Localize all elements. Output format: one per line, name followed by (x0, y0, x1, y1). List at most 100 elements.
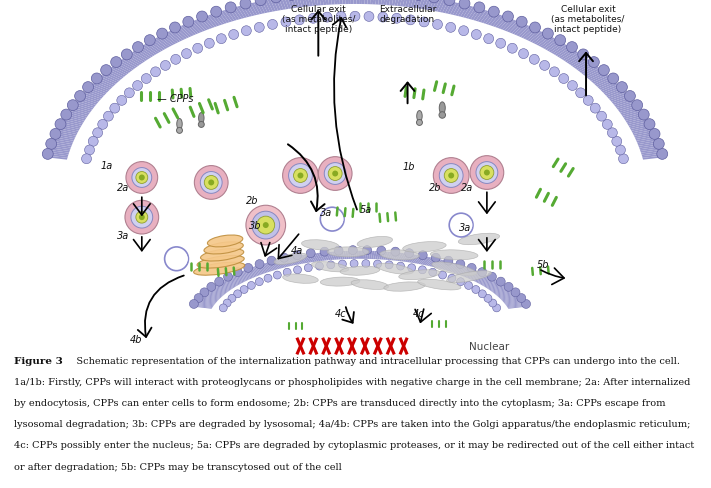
Polygon shape (198, 19, 210, 31)
Polygon shape (626, 117, 644, 123)
Circle shape (474, 3, 485, 14)
Polygon shape (600, 84, 618, 92)
Polygon shape (381, 0, 385, 6)
Polygon shape (450, 265, 462, 272)
Polygon shape (619, 107, 637, 114)
Polygon shape (559, 49, 574, 59)
Circle shape (85, 146, 95, 156)
Polygon shape (416, 256, 425, 264)
Polygon shape (201, 297, 219, 301)
Polygon shape (209, 290, 226, 294)
Polygon shape (473, 10, 483, 21)
Polygon shape (386, 0, 391, 6)
Circle shape (171, 55, 181, 65)
Polygon shape (273, 0, 281, 12)
Polygon shape (481, 280, 496, 285)
Polygon shape (368, 0, 371, 5)
Polygon shape (500, 19, 512, 31)
Polygon shape (576, 61, 592, 71)
Polygon shape (136, 49, 151, 59)
Polygon shape (195, 304, 213, 307)
Polygon shape (56, 135, 75, 140)
Circle shape (161, 61, 171, 71)
Polygon shape (405, 254, 412, 263)
Polygon shape (196, 20, 208, 31)
Polygon shape (240, 272, 255, 278)
Text: (as metabolites/: (as metabolites/ (551, 15, 625, 24)
Polygon shape (270, 0, 278, 12)
Polygon shape (555, 47, 570, 57)
Circle shape (649, 129, 660, 140)
Polygon shape (494, 290, 511, 294)
Polygon shape (362, 0, 365, 5)
Polygon shape (105, 72, 122, 81)
Polygon shape (71, 108, 90, 115)
Polygon shape (69, 112, 87, 119)
Circle shape (619, 155, 629, 164)
Polygon shape (220, 282, 236, 287)
Circle shape (294, 266, 301, 274)
Polygon shape (384, 0, 388, 6)
Text: 3a: 3a (459, 223, 471, 233)
Polygon shape (313, 0, 319, 7)
Polygon shape (387, 252, 392, 261)
Polygon shape (245, 5, 255, 17)
Polygon shape (336, 0, 340, 5)
Polygon shape (76, 102, 95, 109)
Circle shape (419, 266, 427, 274)
Polygon shape (205, 293, 222, 298)
Polygon shape (468, 8, 478, 20)
Polygon shape (181, 26, 194, 37)
Polygon shape (151, 41, 166, 51)
Polygon shape (211, 288, 228, 293)
Polygon shape (378, 0, 383, 6)
Polygon shape (338, 252, 343, 260)
Polygon shape (504, 301, 522, 304)
Polygon shape (455, 5, 464, 17)
Circle shape (638, 110, 649, 121)
Circle shape (616, 82, 627, 93)
Circle shape (576, 89, 586, 99)
Polygon shape (464, 271, 478, 278)
Polygon shape (584, 69, 601, 78)
Polygon shape (512, 24, 524, 35)
Circle shape (508, 44, 518, 54)
Polygon shape (327, 252, 333, 261)
Circle shape (334, 246, 343, 256)
Polygon shape (381, 252, 386, 260)
Polygon shape (453, 4, 462, 17)
Text: 3b: 3b (249, 221, 262, 231)
Polygon shape (333, 0, 337, 5)
Circle shape (181, 50, 191, 60)
Polygon shape (429, 259, 439, 267)
Polygon shape (528, 31, 541, 42)
Circle shape (439, 164, 463, 188)
Polygon shape (370, 0, 374, 5)
Polygon shape (599, 82, 616, 91)
Polygon shape (274, 261, 285, 268)
Text: Cellular exit: Cellular exit (291, 5, 346, 14)
Polygon shape (640, 147, 659, 152)
Polygon shape (284, 0, 292, 10)
Polygon shape (74, 105, 92, 112)
Polygon shape (264, 263, 277, 270)
Circle shape (316, 263, 324, 270)
Polygon shape (635, 135, 654, 140)
Polygon shape (287, 0, 294, 9)
Polygon shape (503, 300, 521, 303)
Polygon shape (572, 59, 588, 68)
Ellipse shape (321, 278, 360, 286)
Ellipse shape (417, 111, 422, 122)
Text: 1a: 1a (100, 161, 112, 170)
Polygon shape (498, 294, 516, 298)
Polygon shape (272, 261, 284, 268)
Circle shape (405, 249, 414, 258)
Polygon shape (389, 253, 395, 261)
Circle shape (306, 249, 315, 258)
Polygon shape (409, 255, 417, 263)
Polygon shape (495, 290, 512, 295)
Polygon shape (68, 114, 87, 120)
Circle shape (444, 169, 458, 183)
Polygon shape (343, 251, 347, 260)
Polygon shape (146, 43, 161, 53)
